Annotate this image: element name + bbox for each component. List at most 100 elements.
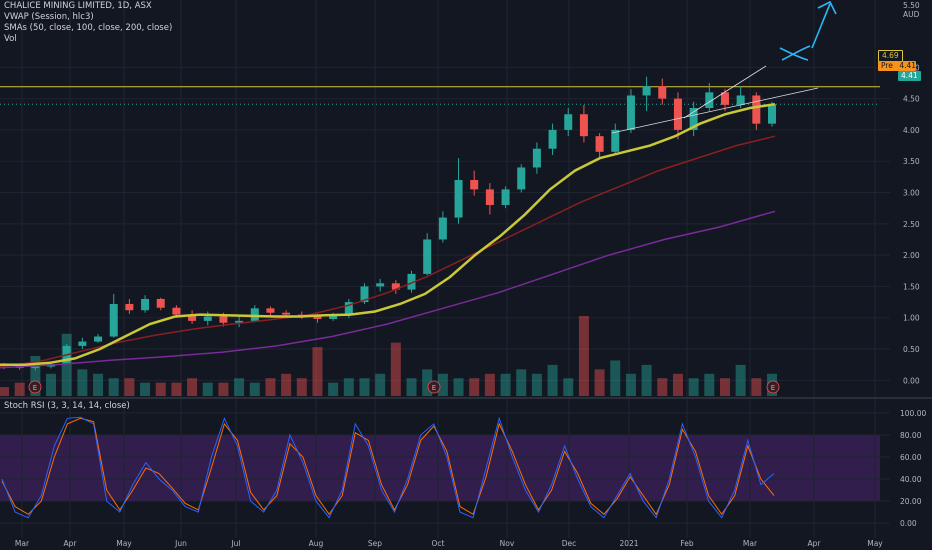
stoch-y-tick-label: 0.00 <box>900 519 917 528</box>
candle-body <box>454 180 463 218</box>
volume-bar <box>187 378 198 396</box>
volume-bar <box>500 373 511 396</box>
volume-bar <box>140 382 151 396</box>
pre-market-tag: Pre 4.41 <box>878 61 917 71</box>
candle-body <box>329 314 338 319</box>
volume-bar <box>437 373 448 396</box>
candle-body <box>548 129 557 149</box>
x-tick-label: May <box>867 539 883 548</box>
candle-body <box>203 316 212 321</box>
candle-body <box>501 189 510 206</box>
candle-body <box>219 316 228 323</box>
volume-bar <box>14 382 25 396</box>
annotation-cross-stroke <box>779 47 809 61</box>
sma100-line <box>0 135 776 368</box>
volume-bar <box>406 378 417 396</box>
candle-body <box>470 180 479 190</box>
stoch-rsi-legend[interactable]: Stoch RSI (3, 3, 14, 14, close) <box>4 401 130 411</box>
candle-body <box>235 320 244 323</box>
volume-bar <box>328 382 339 396</box>
volume-bar <box>641 364 652 396</box>
volume-bar <box>625 373 636 396</box>
candle-body <box>689 108 698 130</box>
candle-body <box>376 283 385 287</box>
last-price-tag: 4.41 <box>898 71 921 81</box>
candle-body <box>125 303 134 311</box>
annotation-arrow-head <box>817 0 837 15</box>
candle-body <box>78 341 87 346</box>
volume-bar <box>359 378 370 396</box>
candle-body <box>564 114 573 130</box>
volume-bar <box>312 347 323 396</box>
volume-bar <box>594 369 605 396</box>
volume-bar <box>735 364 746 396</box>
symbol-title[interactable]: CHALICE MINING LIMITED, 1D, ASX <box>4 1 152 11</box>
earnings-marker <box>28 380 42 394</box>
volume-bar <box>93 373 104 396</box>
candle-body <box>172 307 181 315</box>
trendline-support <box>611 87 819 134</box>
x-tick-label: Jul <box>230 539 240 548</box>
sma200-line <box>0 210 776 369</box>
volume-bar <box>422 369 433 396</box>
volume-bar <box>171 382 182 396</box>
volume-bar <box>751 378 762 396</box>
stoch-y-tick-label: 80.00 <box>900 431 922 440</box>
x-tick-label: Aug <box>309 539 324 548</box>
x-tick-label: Jun <box>174 539 187 548</box>
candle-body <box>768 104 776 124</box>
candle-body <box>705 92 714 108</box>
y-tick-label: 4.00 <box>903 126 920 135</box>
volume-bar <box>343 378 354 396</box>
volume-bar <box>563 378 574 396</box>
sma50-line <box>0 102 776 366</box>
vwap-legend[interactable]: VWAP (Session, hlc3) <box>4 12 94 22</box>
volume-bar <box>46 373 57 396</box>
earnings-marker-label: E <box>33 384 37 392</box>
stoch-y-tick-label: 100.00 <box>900 409 926 418</box>
y-tick-label: 3.50 <box>903 157 920 166</box>
stoch-y-tick-label: 60.00 <box>900 453 922 462</box>
volume-bar <box>672 373 683 396</box>
sma-legend[interactable]: SMAs (50, close, 100, close, 200, close) <box>4 23 173 33</box>
candle-body <box>266 308 275 313</box>
volume-bar <box>124 378 135 396</box>
candle-body <box>720 92 729 105</box>
stoch-d-line <box>1 417 775 516</box>
y-tick-label: 2.00 <box>903 251 920 260</box>
candle-body <box>517 167 526 190</box>
currency-top-tick: 5.50 <box>903 1 920 10</box>
pre-market-value: 4.41 <box>899 61 917 70</box>
currency-label: 5.50 AUD <box>903 1 920 19</box>
volume-bar <box>281 373 292 396</box>
pre-market-prefix: Pre <box>881 61 893 70</box>
volume-bar <box>610 360 621 396</box>
candle-body <box>438 217 447 240</box>
y-tick-label: 4.50 <box>903 95 920 104</box>
volume-bar <box>516 369 527 396</box>
x-tick-label: Mar <box>743 539 758 548</box>
volume-bar <box>688 378 699 396</box>
y-tick-label: 0.50 <box>903 345 920 354</box>
volume-bar <box>484 373 495 396</box>
earnings-marker-label: E <box>771 384 775 392</box>
volume-legend[interactable]: Vol <box>4 34 17 44</box>
candle-body <box>658 86 667 99</box>
volume-bar <box>155 382 166 396</box>
y-tick-label: 1.00 <box>903 314 920 323</box>
candle-body <box>360 286 369 303</box>
volume-bar <box>202 382 213 396</box>
candle-body <box>579 114 588 137</box>
volume-bar <box>218 382 229 396</box>
candle-body <box>736 95 745 105</box>
volume-bar <box>265 378 276 396</box>
candle-body <box>673 98 682 130</box>
candle-body <box>188 314 197 321</box>
volume-bar <box>77 369 88 396</box>
volume-bar <box>578 316 589 396</box>
candle-body <box>407 273 416 290</box>
candle-body <box>391 283 400 290</box>
volume-bar <box>234 378 245 396</box>
currency-code: AUD <box>903 10 920 19</box>
candle-body <box>344 302 353 315</box>
